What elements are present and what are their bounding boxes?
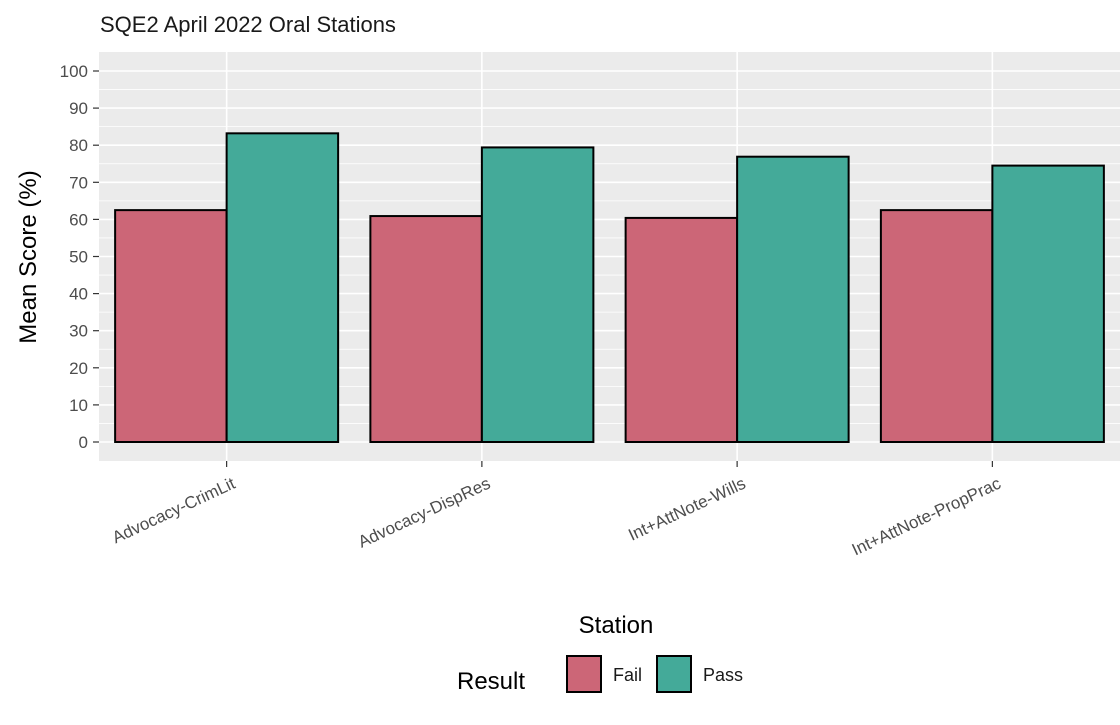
- bar-pass: [736, 155, 850, 444]
- legend-key-fail: [566, 655, 602, 693]
- bar-fail: [879, 209, 994, 443]
- y-tick-label: 20: [69, 359, 88, 378]
- x-axis: Advocacy-CrimLit Advocacy-DispRes Int+AttN…: [109, 461, 1004, 559]
- bar-pass: [991, 164, 1105, 443]
- bar-fail: [369, 215, 483, 443]
- x-tick-label: Advocacy-CrimLit: [109, 474, 238, 548]
- y-tick-label: 30: [69, 322, 88, 341]
- x-tick-label: Advocacy-DispRes: [355, 474, 493, 552]
- x-axis-title: Station: [579, 612, 654, 639]
- legend-key-pass: [656, 655, 692, 693]
- bar-pass: [225, 132, 340, 443]
- y-tick-label: 0: [79, 433, 88, 452]
- legend-title: Result: [457, 668, 525, 695]
- bar-pass: [480, 146, 595, 443]
- y-axis-title: Mean Score (%): [15, 170, 42, 343]
- legend: Result Fail Pass: [457, 655, 743, 695]
- bar-fail: [624, 216, 739, 443]
- legend-label-fail: Fail: [613, 665, 642, 685]
- x-tick-label: Int+AttNote-PropPrac: [849, 474, 1004, 560]
- bars: [114, 132, 1105, 444]
- y-tick-label: 50: [69, 248, 88, 267]
- y-tick-label: 80: [69, 136, 88, 155]
- y-tick-label: 90: [69, 99, 88, 118]
- x-tick-label: Int+AttNote-Wills: [625, 474, 748, 545]
- y-tick-label: 10: [69, 396, 88, 415]
- y-tick-label: 100: [60, 62, 88, 81]
- y-tick-label: 70: [69, 173, 88, 192]
- y-axis: 0 10 20 30 40 50 60 70 80 90 100: [60, 62, 99, 452]
- y-tick-label: 60: [69, 210, 88, 229]
- y-tick-label: 40: [69, 285, 88, 304]
- chart-title: SQE2 April 2022 Oral Stations: [100, 12, 396, 37]
- bar-fail: [114, 209, 228, 443]
- legend-label-pass: Pass: [703, 665, 743, 685]
